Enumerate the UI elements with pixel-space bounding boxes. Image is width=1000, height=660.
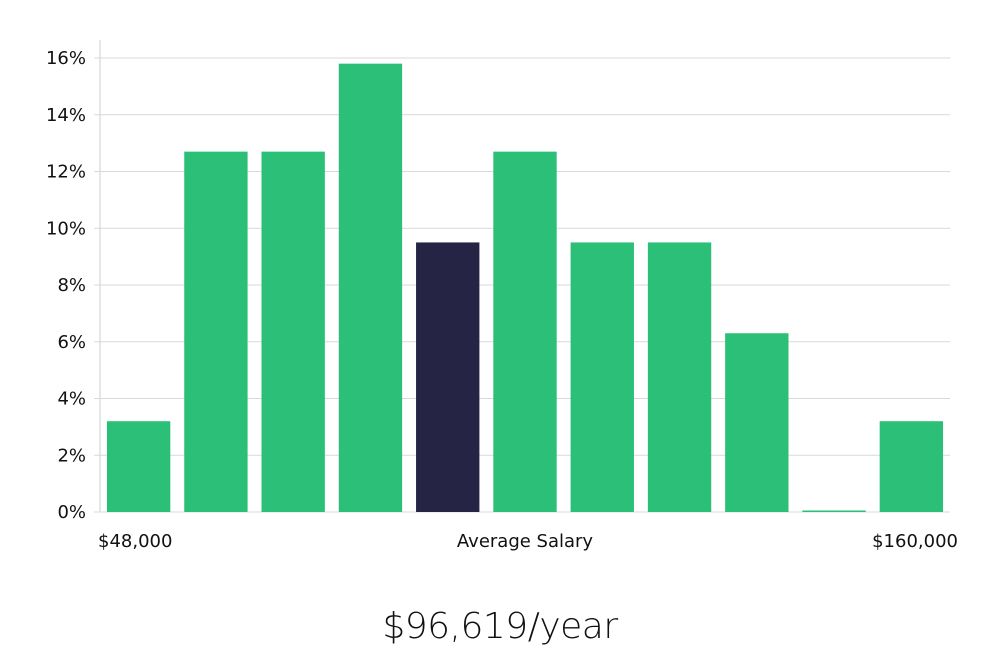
y-tick-label: 6%: [57, 332, 86, 353]
bar: [106, 421, 171, 512]
bar: [261, 151, 325, 512]
bar: [184, 151, 248, 512]
bar: [647, 242, 712, 512]
y-tick-label: 14%: [46, 105, 86, 126]
y-tick-label: 10%: [46, 218, 86, 239]
x-axis: $48,000 Average Salary $160,000: [98, 531, 958, 552]
bar: [879, 421, 944, 512]
y-tick-label: 12%: [46, 162, 86, 183]
y-tick-label: 2%: [57, 445, 86, 466]
bar: [725, 333, 789, 512]
bar: [338, 63, 403, 513]
y-axis-ticks: 0% 2% 4% 6% 8% 10% 12% 14% 16%: [46, 48, 86, 523]
bar-highlight: [416, 242, 480, 512]
bar: [570, 242, 634, 512]
x-max-label: $160,000: [872, 531, 958, 552]
y-tick-label: 16%: [46, 48, 86, 69]
x-min-label: $48,000: [98, 531, 172, 552]
y-tick-label: 0%: [57, 502, 86, 523]
bar: [802, 510, 866, 512]
bar: [493, 151, 557, 512]
average-salary-value: $96,619/year: [382, 606, 618, 647]
x-axis-title: Average Salary: [457, 531, 594, 552]
bars: [106, 63, 944, 513]
salary-histogram: 0% 2% 4% 6% 8% 10% 12% 14% 16% $48,000 Average S…: [46, 40, 958, 552]
y-tick-label: 8%: [57, 275, 86, 296]
y-tick-label: 4%: [57, 389, 86, 410]
